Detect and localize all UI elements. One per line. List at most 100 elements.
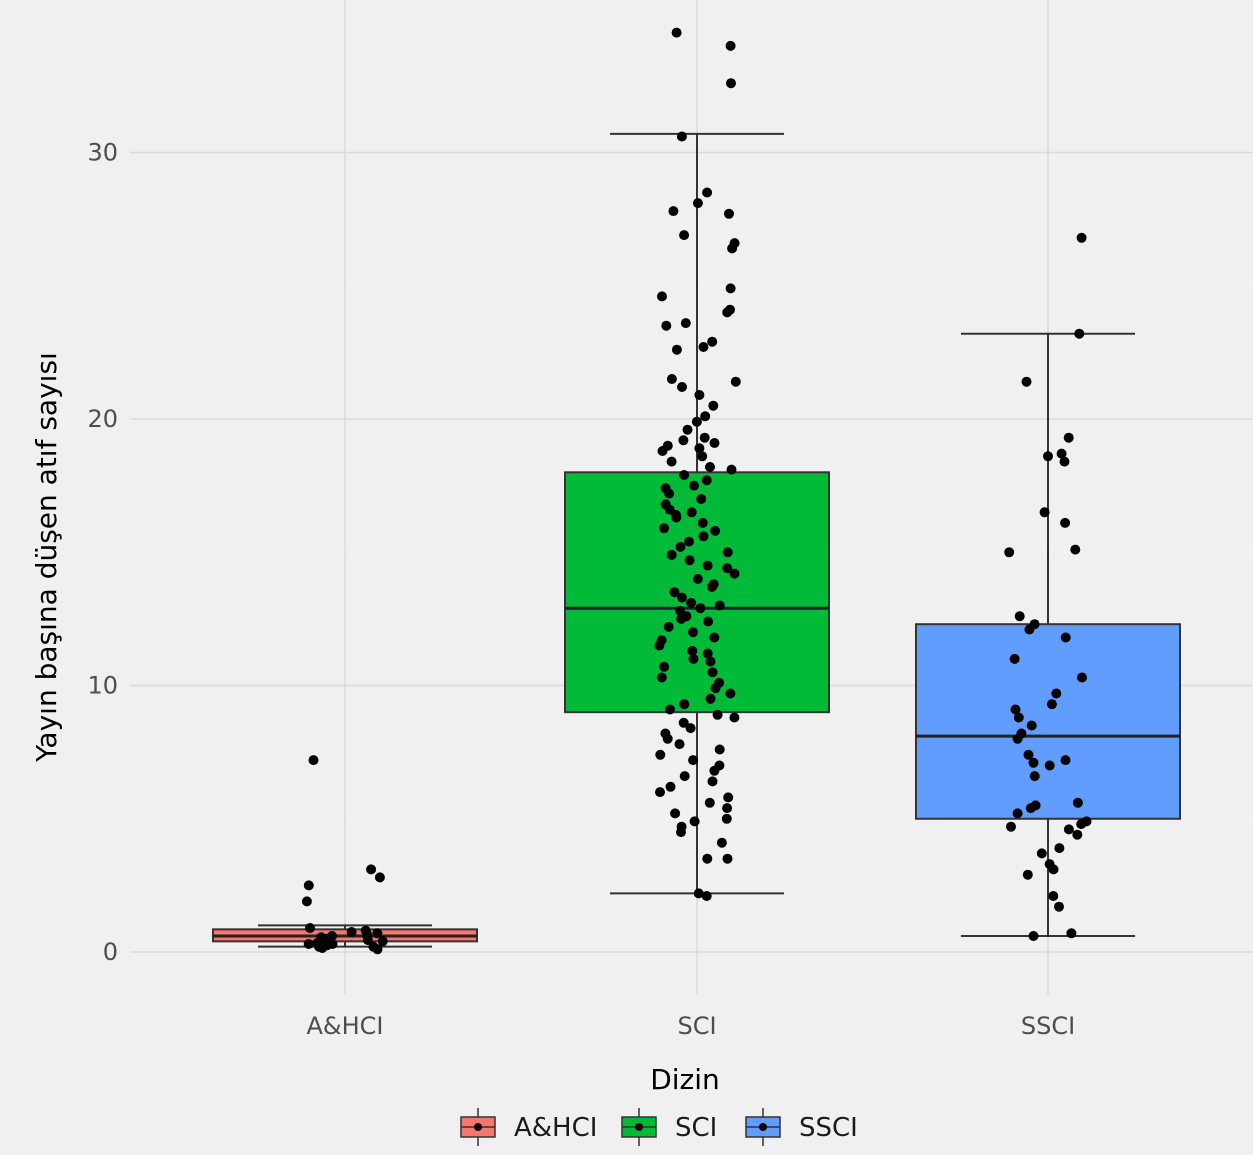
data-point: [730, 376, 741, 387]
data-point: [722, 307, 733, 318]
data-point: [662, 733, 673, 744]
data-point: [677, 382, 687, 392]
data-point: [700, 411, 711, 422]
legend-label: SSCI: [799, 1113, 858, 1143]
data-point: [709, 765, 720, 776]
data-point: [1036, 848, 1047, 859]
data-point: [686, 507, 697, 518]
data-point: [1012, 733, 1023, 744]
data-point: [688, 755, 699, 766]
data-point: [670, 808, 681, 819]
data-point: [676, 613, 687, 624]
data-point: [675, 541, 686, 552]
data-point: [699, 432, 710, 443]
data-point: [1009, 653, 1020, 664]
data-point: [726, 464, 737, 475]
y-axis-title: Yayın başına düşen atıf sayısı: [30, 352, 63, 763]
data-point: [1074, 328, 1085, 339]
data-point: [714, 600, 725, 611]
data-point: [366, 864, 377, 875]
legend-key-point: [635, 1123, 643, 1131]
data-point: [362, 935, 373, 945]
jitter-points: [301, 27, 1092, 955]
data-point: [659, 523, 669, 534]
data-point: [724, 208, 734, 219]
data-point: [308, 755, 319, 766]
data-point: [705, 462, 715, 472]
legend-label: SCI: [675, 1113, 717, 1143]
data-point: [372, 944, 383, 955]
data-point: [678, 435, 689, 446]
data-point: [666, 549, 677, 560]
legend-label: A&HCI: [514, 1113, 597, 1143]
data-point: [1070, 544, 1081, 555]
data-point: [705, 693, 716, 704]
box-iqr: [564, 471, 830, 714]
data-point: [698, 342, 709, 352]
data-point: [704, 797, 715, 808]
data-point: [1048, 891, 1059, 901]
data-point: [712, 709, 723, 720]
data-point: [706, 581, 717, 592]
box-layer: [212, 132, 1181, 948]
data-point: [305, 923, 315, 933]
data-point: [707, 667, 718, 678]
data-point: [657, 291, 667, 302]
data-point: [1063, 432, 1074, 443]
data-point: [1029, 771, 1040, 782]
legend: A&HCI SCI SSCI: [460, 1108, 858, 1146]
data-point: [668, 206, 679, 217]
data-point: [1039, 507, 1050, 518]
data-point: [317, 943, 328, 953]
data-point: [722, 803, 733, 814]
data-point: [664, 488, 675, 499]
box-sci: [564, 132, 830, 895]
data-point: [1012, 808, 1023, 819]
data-point: [679, 230, 690, 241]
data-point: [301, 896, 312, 907]
data-point: [665, 781, 676, 792]
data-point: [1010, 704, 1021, 715]
legend-key-point: [759, 1123, 767, 1131]
data-point: [682, 424, 693, 435]
data-point: [1060, 632, 1071, 643]
data-point: [656, 672, 667, 683]
data-point: [1046, 699, 1057, 710]
data-point: [701, 891, 712, 901]
data-point: [725, 40, 736, 51]
data-point: [1066, 928, 1077, 939]
data-point: [657, 446, 668, 456]
data-point: [1004, 547, 1015, 558]
data-point: [725, 283, 736, 294]
data-point: [703, 616, 714, 627]
data-point: [671, 27, 682, 38]
legend-key-point: [474, 1123, 482, 1131]
data-point: [1054, 901, 1064, 912]
data-point: [303, 880, 314, 891]
data-point: [679, 699, 690, 710]
data-point: [1076, 232, 1087, 243]
data-point: [688, 627, 698, 638]
data-point: [698, 531, 709, 542]
data-point: [710, 525, 721, 536]
data-point: [1026, 720, 1037, 731]
data-point: [654, 640, 665, 651]
data-point: [1076, 819, 1087, 830]
data-point: [1025, 803, 1036, 814]
x-tick-label: A&HCI: [306, 1012, 383, 1040]
data-point: [702, 648, 713, 659]
data-point: [689, 480, 699, 491]
legend-item: SCI: [621, 1108, 717, 1146]
x-tick-label: SCI: [677, 1012, 716, 1040]
data-point: [684, 555, 695, 566]
data-point: [1060, 517, 1071, 528]
data-point: [1063, 824, 1074, 835]
data-point: [374, 872, 385, 883]
data-point: [687, 645, 698, 656]
y-tick-label: 0: [103, 938, 118, 966]
data-point: [1014, 611, 1025, 622]
box-ahci: [212, 924, 478, 948]
data-point: [702, 560, 713, 571]
data-point: [655, 787, 665, 798]
legend-item: SSCI: [745, 1108, 858, 1146]
